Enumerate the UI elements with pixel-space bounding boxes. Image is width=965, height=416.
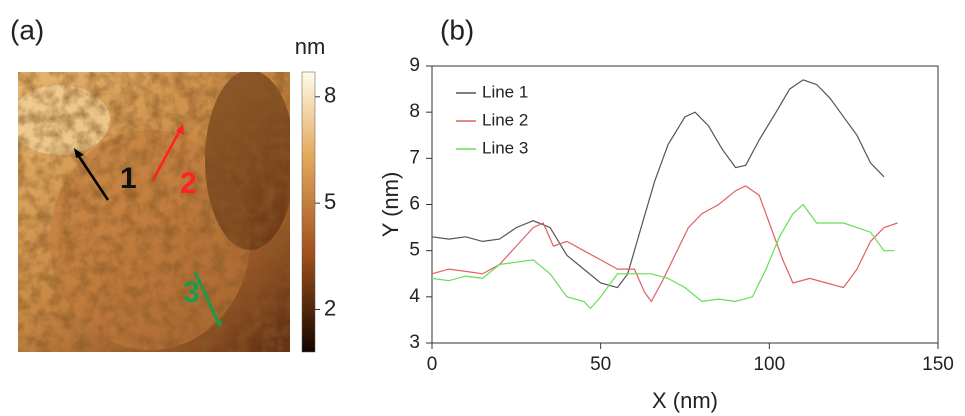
y-tick-label: 5 (409, 240, 420, 261)
panel-label: (b) (440, 14, 474, 45)
y-tick-label: 9 (409, 55, 420, 76)
x-tick-label: 150 (922, 354, 954, 375)
x-tick-label: 0 (427, 354, 438, 375)
annotation: 1 (120, 162, 137, 195)
colorbar-tick-label: 8 (324, 83, 336, 108)
colorbar-label: nm (295, 34, 326, 59)
x-axis-title: X (nm) (652, 388, 718, 413)
arrows (74, 124, 222, 326)
legend-label: Line 2 (482, 110, 528, 129)
y-tick-label: 8 (409, 101, 420, 122)
x-tick-label: 100 (753, 354, 785, 375)
data-line (431, 79, 885, 289)
colorbar-tick-label: 2 (324, 295, 336, 320)
colorbar-tick-label: 5 (324, 189, 336, 214)
y-tick-label: 7 (409, 147, 420, 168)
y-tick-label: 6 (409, 194, 420, 215)
panel-label: (a) (10, 14, 44, 45)
x-tick-label: 50 (590, 354, 611, 375)
plot-frame (431, 65, 939, 344)
annotation: 2 (180, 167, 197, 200)
data-line (431, 185, 898, 303)
afm-image (18, 72, 290, 352)
legend-label: Line 1 (482, 82, 528, 101)
legend-label: Line 3 (482, 138, 528, 157)
annotation: 3 (183, 276, 200, 309)
data-line (431, 203, 895, 310)
y-tick-label: 3 (409, 332, 420, 353)
y-tick-label: 4 (409, 286, 420, 307)
colorbar (301, 71, 316, 353)
y-axis-title: Y (nm) (378, 172, 403, 238)
